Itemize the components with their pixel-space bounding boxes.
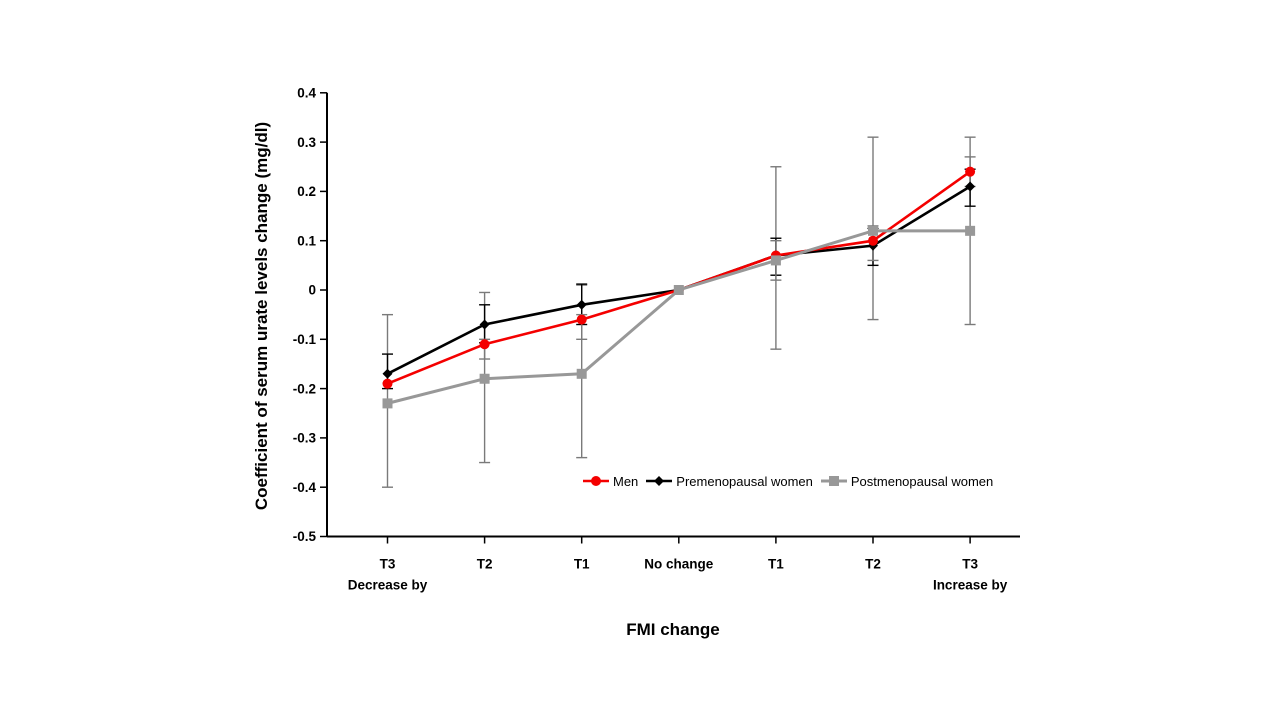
legend-item-postmenopausal-women: Postmenopausal women xyxy=(820,473,994,489)
series-men xyxy=(382,166,976,389)
x-category-label: T2 xyxy=(865,557,881,572)
data-point-circle xyxy=(382,378,393,389)
data-point-diamond xyxy=(382,368,393,379)
data-point-diamond xyxy=(479,319,490,330)
y-tick-label: -0.4 xyxy=(293,480,317,495)
y-tick-label: -0.1 xyxy=(293,332,317,347)
y-tick-label: 0.1 xyxy=(297,233,316,248)
data-point-circle xyxy=(479,339,490,350)
data-point-square xyxy=(382,398,393,409)
data-point-square xyxy=(479,373,490,384)
legend-item-men: Men xyxy=(583,474,638,489)
data-point-circle xyxy=(576,314,587,325)
error-bars xyxy=(382,136,976,488)
x-axis-title: FMI change xyxy=(626,620,720,639)
data-point-circle xyxy=(868,235,878,246)
series-line-men xyxy=(387,170,971,385)
data-point-square xyxy=(673,285,684,295)
data-point-square xyxy=(828,476,839,486)
x-category-sublabel: Increase by xyxy=(933,578,1008,593)
legend-label: Men xyxy=(613,473,639,489)
data-point-diamond xyxy=(654,476,665,486)
y-tick-label: -0.5 xyxy=(293,529,317,544)
x-category-label: T3 xyxy=(962,557,978,572)
data-point-square xyxy=(576,368,587,379)
x-category-label: T1 xyxy=(768,557,784,572)
series-line-premenopausal-women xyxy=(386,185,971,375)
y-axis: 0.4 0.3 0.2 0.1 0 -0.1 -0.2 -0.3 -0.4 -0.5 xyxy=(293,86,328,544)
y-axis-title: Coefficient of serum urate levels change… xyxy=(252,121,271,511)
data-point-circle xyxy=(965,166,976,177)
x-axis: T3 Decrease by T2 T1 No change T1 T2 T3 Increase… xyxy=(327,535,1020,593)
legend-item-premenopausal-women: Premenopausal women xyxy=(646,474,813,489)
data-point-square xyxy=(868,225,878,236)
data-point-square xyxy=(965,225,976,236)
y-tick-label: 0.2 xyxy=(297,184,316,199)
legend-label: Postmenopausal women xyxy=(850,473,994,489)
series-postmenopausal-women xyxy=(382,225,976,409)
data-point-square xyxy=(770,255,781,266)
y-tick-label: -0.2 xyxy=(293,381,316,396)
y-tick-label: -0.3 xyxy=(293,431,317,446)
series-line-postmenopausal-women xyxy=(387,229,971,405)
legend: Men Premenopausal women Postmenopausal wom… xyxy=(583,470,1001,492)
data-point-diamond xyxy=(965,181,976,192)
y-tick-label: 0.4 xyxy=(297,86,316,101)
x-category-label: T2 xyxy=(477,557,493,572)
legend-marker-diamond-icon xyxy=(646,476,673,486)
y-tick-label: 0.3 xyxy=(297,135,316,150)
x-category-label: T3 xyxy=(380,557,396,572)
x-category-label: T1 xyxy=(574,557,590,572)
x-category-label: No change xyxy=(644,557,714,572)
legend-marker-square-icon xyxy=(820,476,847,486)
x-category-sublabel: Decrease by xyxy=(348,578,428,593)
y-tick-label: 0 xyxy=(308,283,316,298)
data-point-diamond xyxy=(576,299,587,310)
data-point-circle xyxy=(591,476,601,486)
legend-label: Premenopausal women xyxy=(676,473,813,489)
legend-marker-circle-icon xyxy=(583,476,609,486)
